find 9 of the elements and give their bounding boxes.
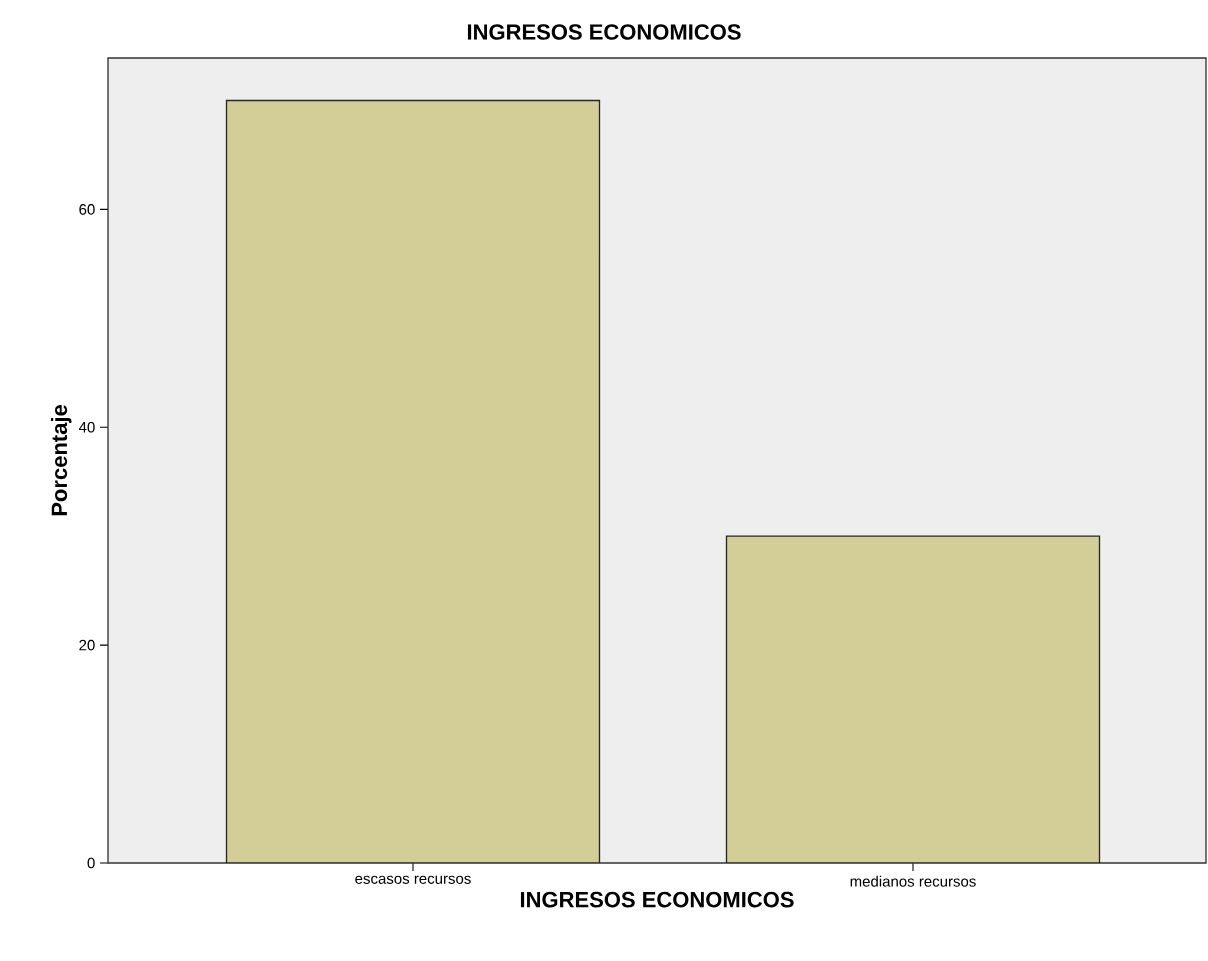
y-axis-title: Porcentaje bbox=[50, 405, 72, 516]
y-tick-label: 20 bbox=[79, 639, 95, 651]
x-axis-title: INGRESOS ECONOMICOS bbox=[520, 891, 794, 908]
x-tick-label: escasos recursos bbox=[355, 875, 471, 884]
chart-title: INGRESOS ECONOMICOS bbox=[467, 24, 741, 40]
y-tick-label: 0 bbox=[87, 857, 95, 869]
y-tick-label: 60 bbox=[79, 204, 95, 215]
y-tick-label: 40 bbox=[78, 421, 95, 433]
x-tick-label: medianos recursos bbox=[850, 875, 976, 887]
